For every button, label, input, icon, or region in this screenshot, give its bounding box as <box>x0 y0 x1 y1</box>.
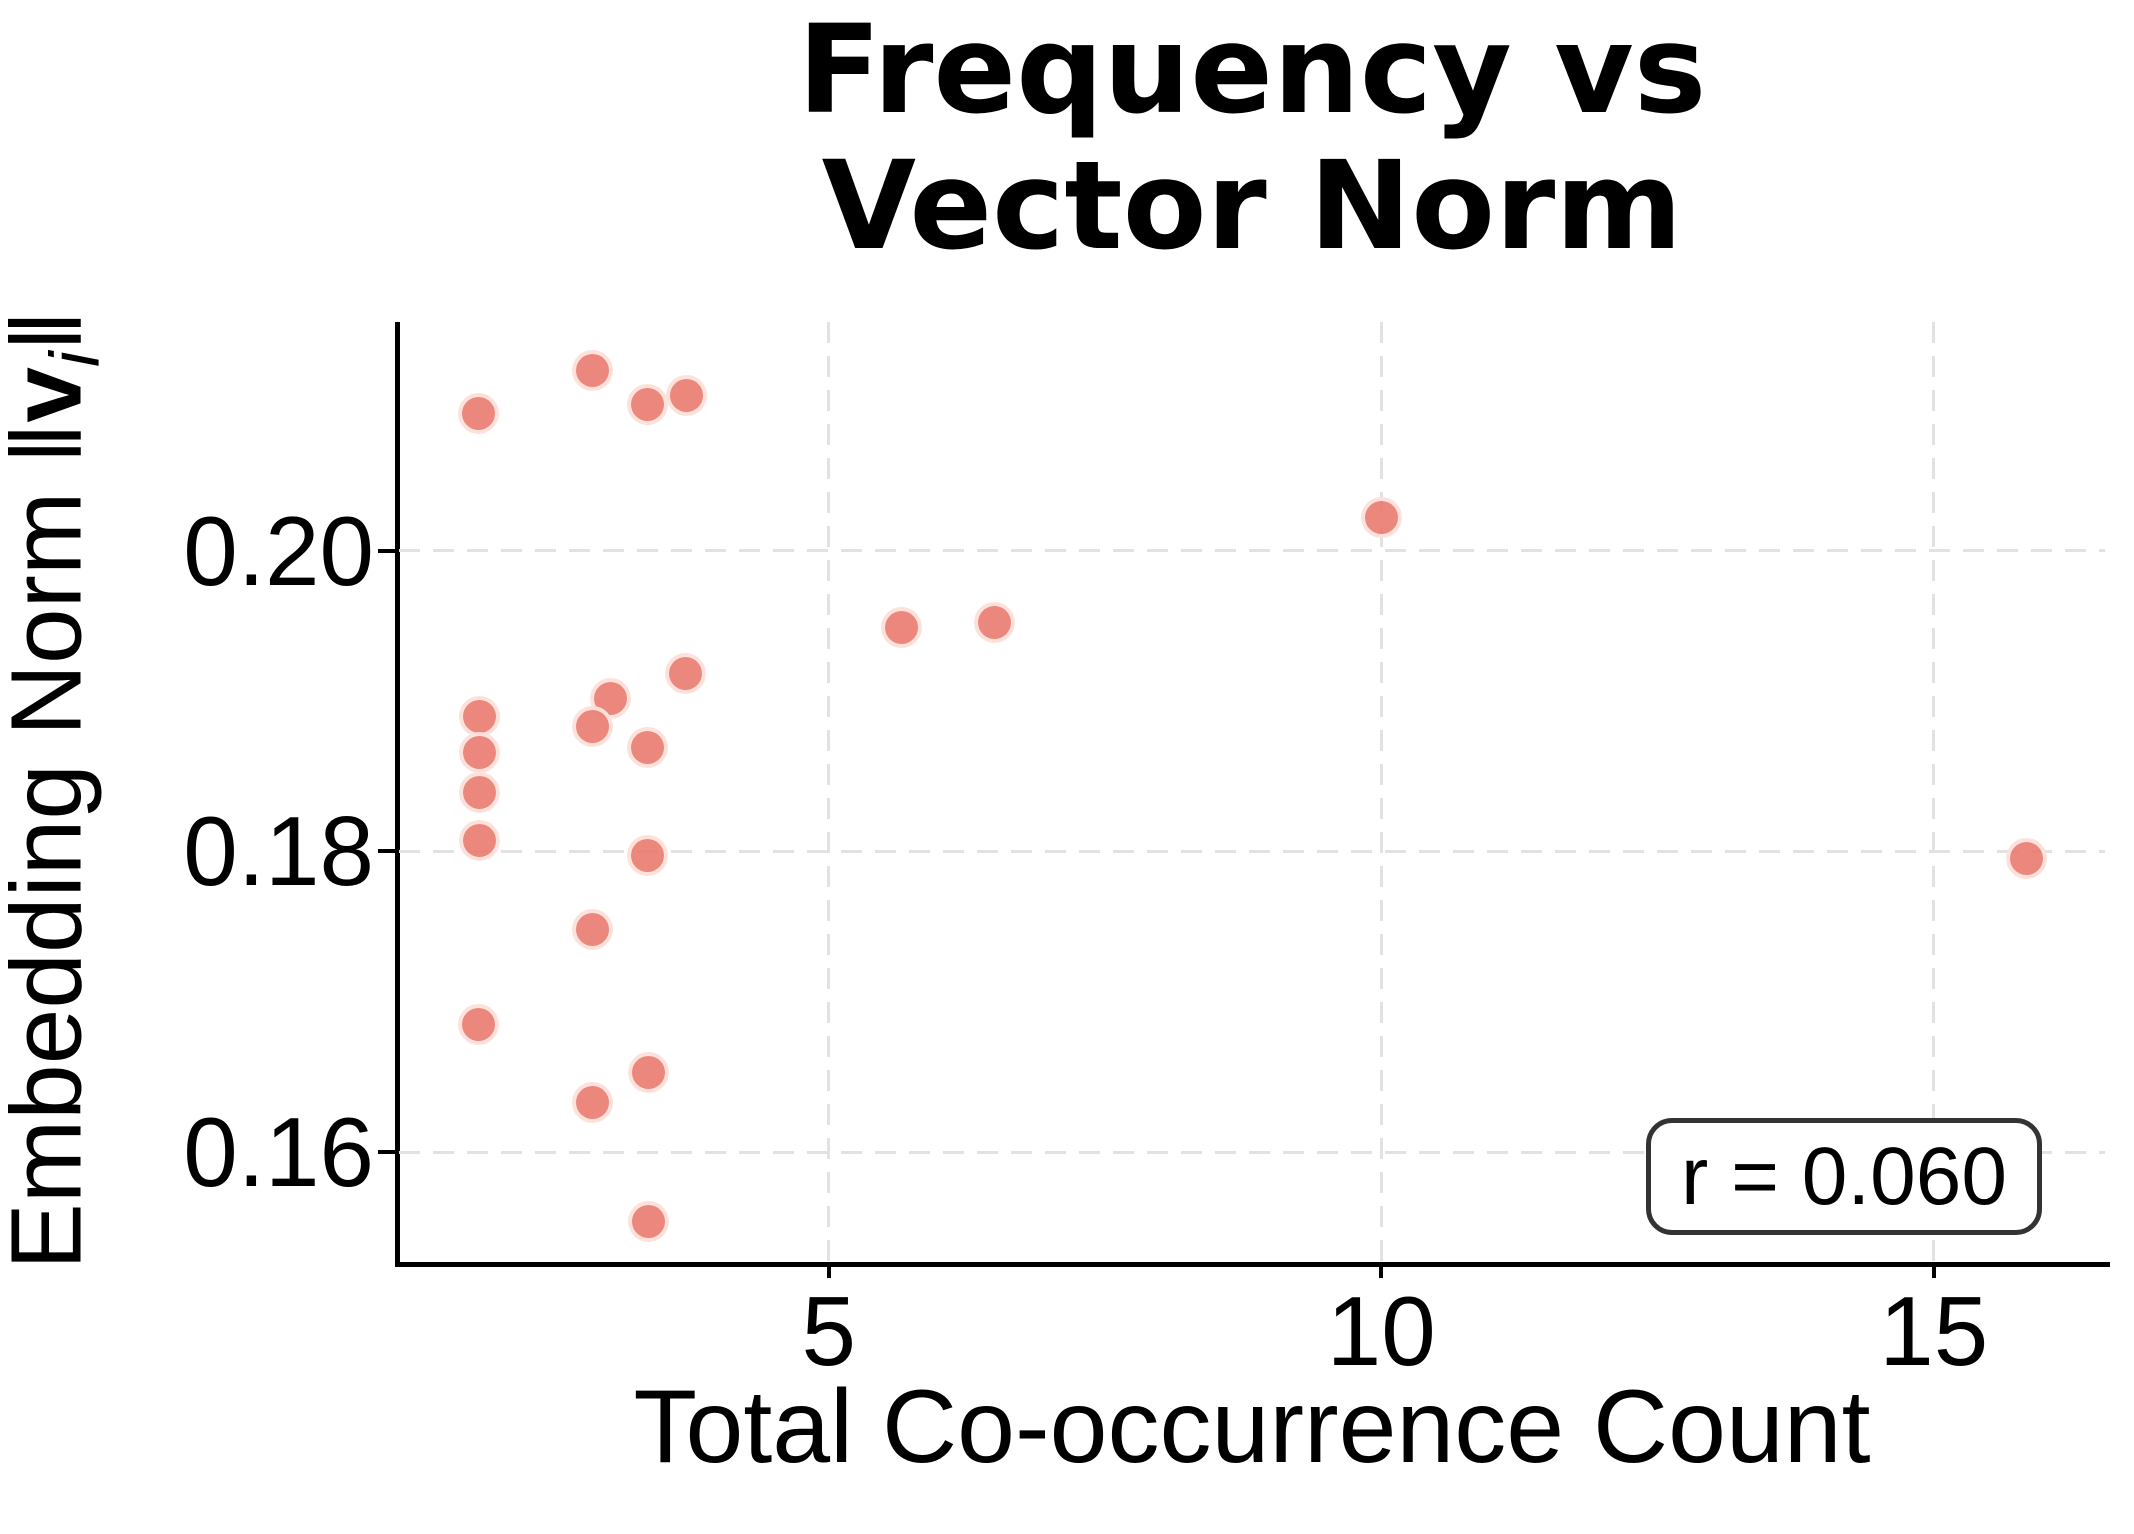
data-point <box>665 375 707 417</box>
y-gridline <box>399 549 2105 553</box>
data-point <box>571 1082 613 1124</box>
data-point <box>571 909 613 951</box>
data-point <box>459 772 501 814</box>
data-point <box>2006 838 2048 880</box>
x-tick-label: 5 <box>801 1276 857 1386</box>
x-gridline <box>1379 322 1383 1262</box>
data-point <box>627 835 669 877</box>
x-tick-mark <box>1931 1262 1936 1278</box>
x-gridline <box>827 322 831 1262</box>
vector-symbol: v <box>0 367 103 423</box>
x-tick-label: 15 <box>1879 1276 1989 1386</box>
correlation-annotation-text: r = 0.060 <box>1681 1130 2007 1222</box>
data-point <box>974 602 1016 644</box>
data-point <box>459 731 501 773</box>
chart-title-line-2: Vector Norm <box>821 135 1683 277</box>
y-tick-label: 0.16 <box>183 1097 374 1208</box>
x-axis-spine <box>395 1262 2110 1267</box>
chart-title: Frequency vs Vector Norm <box>399 2 2105 274</box>
correlation-annotation: r = 0.060 <box>1646 1118 2042 1235</box>
data-point <box>458 393 500 435</box>
x-tick-mark <box>1379 1262 1384 1278</box>
y-axis-spine <box>395 322 400 1267</box>
data-point <box>459 695 501 737</box>
y-gridline <box>399 849 2105 853</box>
data-point <box>571 349 613 391</box>
y-tick-mark <box>378 548 396 553</box>
y-tick-mark <box>378 849 396 854</box>
data-point <box>627 384 669 426</box>
data-point <box>664 653 706 695</box>
y-tick-label: 0.20 <box>183 495 374 606</box>
y-tick-mark <box>378 1150 396 1155</box>
x-axis-label: Total Co-occurrence Count <box>633 1369 1871 1485</box>
chart-title-line-1: Frequency vs <box>797 0 1707 141</box>
vector-subscript: i <box>35 351 114 368</box>
data-point <box>459 820 501 862</box>
data-point <box>628 1051 670 1093</box>
data-point <box>627 727 669 769</box>
norm-close-symbol: ‖ <box>0 310 103 352</box>
norm-open-symbol: ‖ <box>0 422 103 464</box>
x-tick-label: 10 <box>1326 1276 1436 1386</box>
data-point <box>628 1200 670 1242</box>
y-gridline <box>399 1150 2105 1154</box>
data-point <box>881 606 923 648</box>
x-tick-mark <box>826 1262 831 1278</box>
x-gridline <box>1932 322 1936 1262</box>
data-point <box>571 706 613 748</box>
y-tick-label: 0.18 <box>183 796 374 907</box>
data-point <box>458 1003 500 1045</box>
data-point <box>1360 497 1402 539</box>
